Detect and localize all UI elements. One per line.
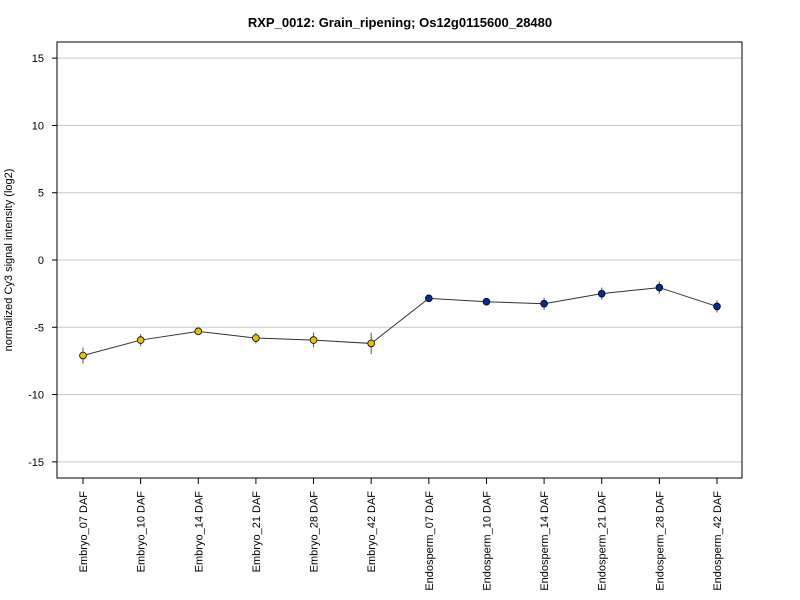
- y-tick-label: 10: [32, 120, 44, 132]
- x-tick-label: Embryo_14 DAF: [193, 491, 205, 573]
- x-tick-label: Endosperm_42 DAF: [712, 491, 724, 591]
- data-point: [194, 327, 203, 336]
- x-tick-label: Endosperm_14 DAF: [539, 491, 551, 591]
- x-tick-label: Embryo_10 DAF: [136, 491, 148, 573]
- data-point: [136, 336, 145, 344]
- x-tick-label: Endosperm_10 DAF: [481, 491, 493, 591]
- data-point: [425, 294, 433, 303]
- data-point: [252, 334, 260, 342]
- data-point: [309, 336, 318, 344]
- data-point: [367, 339, 375, 348]
- x-axis: Embryo_07 DAF Embryo_10 DAF Embryo_14 DAF E…: [78, 478, 724, 591]
- y-tick-label: 0: [38, 255, 44, 267]
- y-axis-label: normalized Cy3 signal intensity (log2): [3, 169, 15, 352]
- x-tick-label: Endosperm_28 DAF: [654, 491, 666, 591]
- x-tick-label: Embryo_42 DAF: [366, 491, 378, 573]
- data-point: [713, 302, 721, 311]
- series-line: [82, 287, 718, 357]
- x-tick-label: Embryo_07 DAF: [78, 491, 90, 573]
- data-point: [597, 289, 606, 298]
- grid-layer: [57, 57, 742, 463]
- x-tick-label: Endosperm_21 DAF: [597, 491, 609, 591]
- series-layer: [79, 281, 721, 364]
- y-tick-label: -15: [28, 457, 44, 469]
- y-axis: 15 10 5 0 -5 -10 -15: [28, 53, 57, 469]
- data-point: [79, 351, 87, 360]
- y-tick-label: -10: [28, 390, 44, 402]
- y-tick-label: 15: [32, 53, 44, 65]
- x-tick-label: Embryo_21 DAF: [251, 491, 263, 573]
- y-tick-label: 5: [38, 188, 44, 200]
- chart-title: RXP_0012: Grain_ripening; Os12g0115600_2…: [248, 15, 552, 30]
- x-tick-label: Endosperm_07 DAF: [424, 491, 436, 591]
- y-tick-label: -5: [34, 322, 44, 334]
- data-point: [482, 297, 491, 306]
- data-point: [540, 299, 548, 308]
- x-tick-label: Embryo_28 DAF: [309, 491, 321, 573]
- data-point: [655, 283, 664, 292]
